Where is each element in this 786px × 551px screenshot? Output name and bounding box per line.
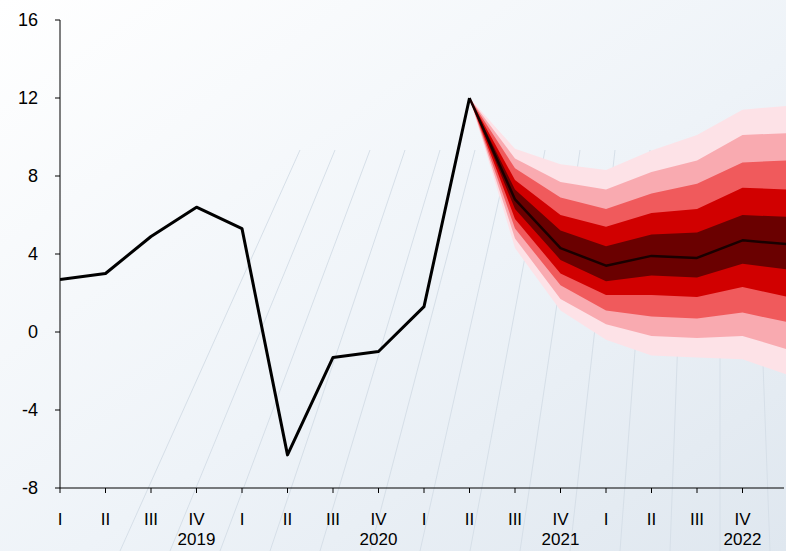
x-tick-label: III [508,510,522,529]
x-tick [424,488,425,493]
y-tick-label: -8 [22,478,38,498]
x-tick-label: II [101,510,110,529]
y-tick [55,488,60,489]
fan-band [470,98,786,297]
x-tick [651,488,652,493]
y-tick [55,98,60,99]
x-tick-label: I [240,510,245,529]
x-tick-label: II [465,510,474,529]
y-tick [55,254,60,255]
x-tick-label: IV [552,510,569,529]
y-tick [55,332,60,333]
x-tick-label: IV [370,510,387,529]
year-label: 2021 [542,530,580,549]
x-tick [105,488,106,493]
x-tick [196,488,197,493]
x-tick [151,488,152,493]
x-tick [242,488,243,493]
fan-band [470,98,786,375]
fan-band [470,98,786,350]
y-tick-label: -4 [22,400,38,420]
x-tick [60,488,61,493]
decoration-line [220,150,370,551]
x-tick [515,488,516,493]
line [470,98,786,266]
x-tick [697,488,698,493]
x-tick-label: I [604,510,609,529]
x-tick [742,488,743,493]
x-tick-label: IV [188,510,205,529]
x-axis [60,488,784,489]
x-tick [287,488,288,493]
y-tick-label: 16 [18,10,38,30]
y-tick-label: 12 [18,88,38,108]
decoration-line [170,150,335,551]
x-tick [560,488,561,493]
x-tick [378,488,379,493]
decoration-line [120,150,300,551]
line [60,98,470,455]
fan-band [470,98,786,322]
x-tick-label: III [326,510,340,529]
x-tick-label: III [690,510,704,529]
fan-band [470,98,786,281]
x-tick [469,488,470,493]
decoration-line [370,150,475,551]
year-label: 2022 [724,530,762,549]
x-tick-label: II [283,510,292,529]
x-tick-label: IV [734,510,751,529]
x-tick-label: I [422,510,427,529]
y-tick [55,410,60,411]
x-tick-label: III [144,510,158,529]
y-tick [55,20,60,21]
y-tick-label: 0 [28,322,38,342]
x-tick-label: I [58,510,63,529]
x-tick-label: II [647,510,656,529]
y-tick-label: 8 [28,166,38,186]
x-tick [333,488,334,493]
x-tick [606,488,607,493]
y-tick [55,176,60,177]
decoration-line [420,150,510,551]
plot-area [60,98,786,455]
year-label: 2019 [178,530,216,549]
y-tick-label: 4 [28,244,38,264]
year-label: 2020 [360,530,398,549]
